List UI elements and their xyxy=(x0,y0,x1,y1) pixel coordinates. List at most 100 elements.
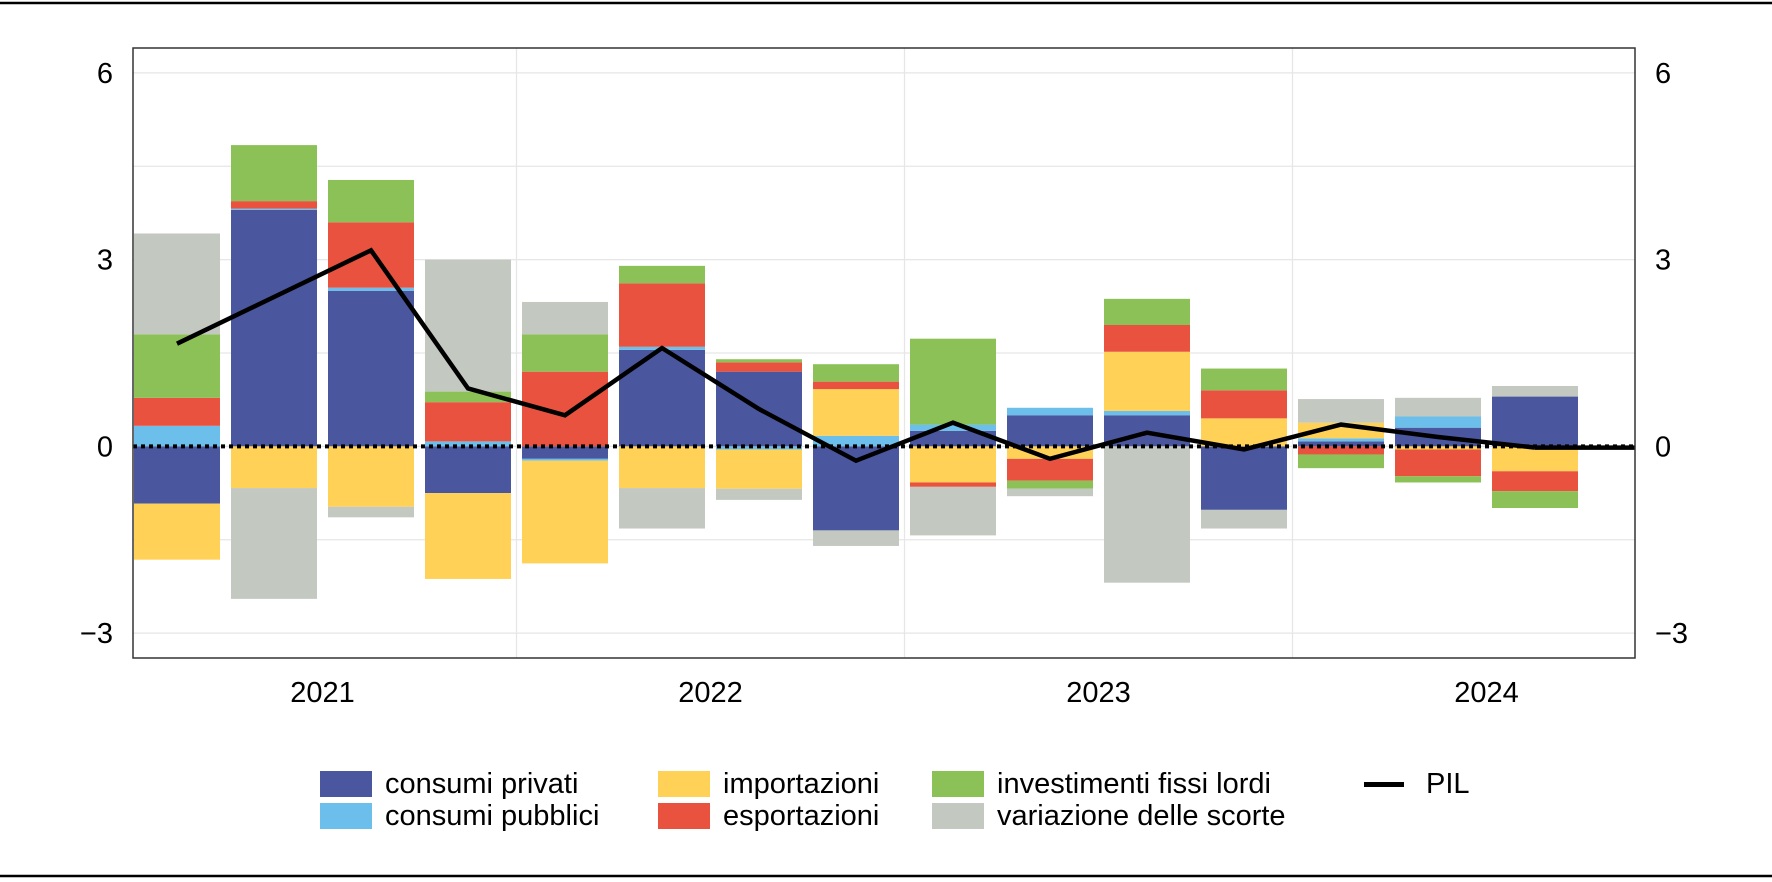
bar-segment xyxy=(1201,509,1287,529)
legend-item-consumi-privati: consumi privati xyxy=(320,768,578,800)
bar-segment xyxy=(328,446,414,507)
legend-label: consumi privati xyxy=(385,767,579,800)
legend-label: consumi pubblici xyxy=(385,799,600,832)
x-tick-label: 2024 xyxy=(1454,677,1519,709)
y-tick-label-left: 0 xyxy=(97,431,113,463)
legend-swatch-esportazioni xyxy=(658,803,710,829)
legend-item-importazioni: importazioni xyxy=(658,768,879,800)
bar-segment xyxy=(134,233,220,335)
y-axis-ticks: 6 6 3 3 0 0 −3 −3 xyxy=(80,58,1688,650)
y-tick-label-right: 0 xyxy=(1655,431,1671,463)
bar-segment xyxy=(1201,390,1287,419)
legend-item-investimenti: investimenti fissi lordi xyxy=(932,768,1271,800)
bar-segment xyxy=(1007,488,1093,497)
bar-segment xyxy=(619,446,705,489)
legend-swatch-pil xyxy=(1364,781,1404,787)
bar-segment xyxy=(231,208,317,210)
bar-segment xyxy=(910,446,996,483)
bar-segment xyxy=(231,446,317,489)
bar-segment xyxy=(910,424,996,431)
bar-segment xyxy=(1298,441,1384,447)
pil-line xyxy=(176,247,1536,464)
bar-segment xyxy=(1104,446,1190,583)
bar-segment xyxy=(231,145,317,202)
pil-line-group xyxy=(176,247,1635,464)
y-tick-label-left: 6 xyxy=(97,58,113,90)
bar-segment xyxy=(1298,438,1384,442)
legend-item-esportazioni: esportazioni xyxy=(658,800,879,832)
x-tick-label: 2023 xyxy=(1066,677,1131,709)
legend-swatch-consumi-pubblici xyxy=(320,803,372,829)
bar-segment xyxy=(328,290,414,447)
bar-segment xyxy=(522,301,608,335)
bar-segment xyxy=(1007,458,1093,481)
legend-swatch-importazioni xyxy=(658,771,710,797)
bar-segment xyxy=(1395,476,1481,483)
bar-segment xyxy=(328,287,414,291)
bar-segment xyxy=(1492,385,1578,397)
legend: consumi privati consumi pubblici importa… xyxy=(320,768,1520,858)
bar-segment xyxy=(910,482,996,487)
bar-segment xyxy=(716,362,802,372)
legend-swatch-consumi-privati xyxy=(320,771,372,797)
bar-segment xyxy=(1007,415,1093,447)
bar-segment xyxy=(134,503,220,560)
bar-segment xyxy=(1104,298,1190,325)
bar-segment xyxy=(1298,454,1384,469)
bar-segment xyxy=(813,389,899,436)
legend-item-scorte: variazione delle scorte xyxy=(932,800,1286,832)
bar-segment xyxy=(619,488,705,529)
legend-label: PIL xyxy=(1426,767,1470,800)
bar-segment xyxy=(1201,446,1287,510)
bar-segment xyxy=(910,486,996,536)
legend-swatch-scorte xyxy=(932,803,984,829)
legend-label: variazione delle scorte xyxy=(997,799,1286,832)
bar-segment xyxy=(328,222,414,288)
bar-segment xyxy=(716,449,802,489)
bar-segment xyxy=(1104,324,1190,352)
bar-segment xyxy=(134,446,220,504)
legend-item-pil: PIL xyxy=(1358,768,1470,800)
bar-segment xyxy=(522,460,608,564)
bar-segment xyxy=(134,425,220,447)
bar-segment xyxy=(522,458,608,461)
bar-segment xyxy=(813,435,899,447)
y-tick-label-right: 3 xyxy=(1655,245,1671,277)
bar-segment xyxy=(1104,351,1190,411)
bar-segment xyxy=(716,359,802,363)
bar-segment xyxy=(425,402,511,442)
bar-segment xyxy=(1007,480,1093,489)
x-tick-label: 2021 xyxy=(290,677,355,709)
bar-segment xyxy=(522,446,608,459)
bar-segment xyxy=(1201,368,1287,391)
y-tick-label-left: 3 xyxy=(97,245,113,277)
plot-frame xyxy=(132,47,1636,659)
bar-segment xyxy=(1492,396,1578,447)
bar-segment xyxy=(425,441,511,447)
y-tick-label-left: −3 xyxy=(80,618,113,650)
legend-label: investimenti fissi lordi xyxy=(997,767,1271,800)
legend-item-consumi-pubblici: consumi pubblici xyxy=(320,800,599,832)
bar-segment xyxy=(813,381,899,390)
bar-segment xyxy=(1492,491,1578,508)
bar-segment xyxy=(619,265,705,284)
y-tick-label-right: −3 xyxy=(1655,618,1688,650)
bar-segment xyxy=(425,259,511,392)
bar-segment xyxy=(328,506,414,518)
bar-segment xyxy=(619,283,705,347)
bar-segment xyxy=(425,493,511,579)
bar-segment xyxy=(1007,407,1093,416)
bar-segment xyxy=(134,397,220,426)
legend-label: esportazioni xyxy=(723,799,880,832)
bar-segment xyxy=(522,334,608,372)
x-tick-label: 2022 xyxy=(678,677,743,709)
bar-segment xyxy=(910,338,996,425)
bar-segment xyxy=(1298,399,1384,423)
legend-label: importazioni xyxy=(723,767,880,800)
bar-segment xyxy=(231,209,317,447)
bar-segment xyxy=(1395,416,1481,428)
y-tick-label-right: 6 xyxy=(1655,58,1671,90)
legend-swatch-investimenti xyxy=(932,771,984,797)
bar-segment xyxy=(1395,397,1481,417)
bar-segment xyxy=(425,446,511,494)
